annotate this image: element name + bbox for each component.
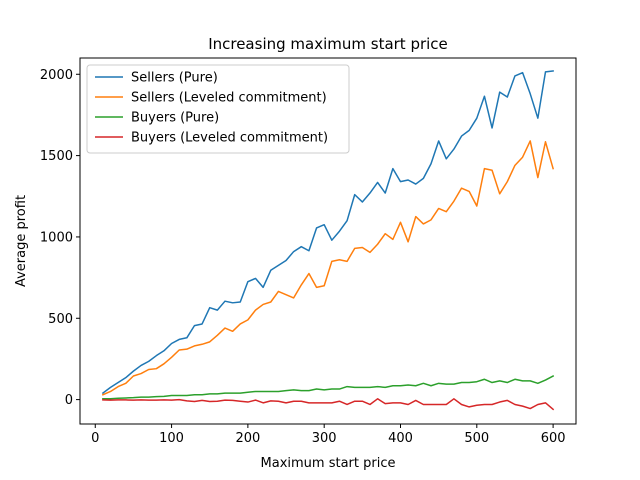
x-axis: 0 100 200 300 400 500 600 bbox=[91, 424, 566, 446]
x-tick-label: 0 bbox=[91, 431, 99, 446]
x-tick-label: 500 bbox=[464, 431, 489, 446]
legend-entry-3: Buyers (Leveled commitment) bbox=[131, 131, 328, 146]
series-line-3 bbox=[102, 398, 555, 411]
x-tick-label: 200 bbox=[235, 431, 260, 446]
x-tick-label: 300 bbox=[312, 431, 337, 446]
series-line-1 bbox=[101, 140, 555, 396]
plot-frame bbox=[79, 57, 577, 425]
y-tick-label: 1000 bbox=[40, 230, 73, 245]
x-axis-label: Maximum start price bbox=[261, 456, 396, 471]
y-tick-label: 500 bbox=[48, 312, 73, 327]
y-axis-label: Average profit bbox=[14, 195, 29, 287]
legend-entry-2: Buyers (Pure) bbox=[131, 111, 219, 126]
series-layer bbox=[101, 70, 555, 411]
series-line-2 bbox=[102, 374, 555, 400]
series-line-0 bbox=[101, 70, 554, 395]
x-tick-label: 100 bbox=[159, 431, 184, 446]
y-axis: 0 500 1000 1500 2000 bbox=[40, 68, 80, 408]
legend: Sellers (Pure) Sellers (Leveled commitmen… bbox=[86, 64, 350, 154]
x-tick-label: 400 bbox=[388, 431, 413, 446]
y-tick-label: 1500 bbox=[40, 149, 73, 164]
legend-box bbox=[86, 64, 350, 154]
chart-title: Increasing maximum start price bbox=[208, 35, 448, 53]
x-tick-label: 600 bbox=[541, 431, 566, 446]
legend-entry-1: Sellers (Leveled commitment) bbox=[131, 91, 327, 106]
legend-entry-0: Sellers (Pure) bbox=[131, 71, 218, 86]
y-tick-label: 2000 bbox=[40, 68, 73, 83]
y-tick-label: 0 bbox=[65, 393, 73, 408]
